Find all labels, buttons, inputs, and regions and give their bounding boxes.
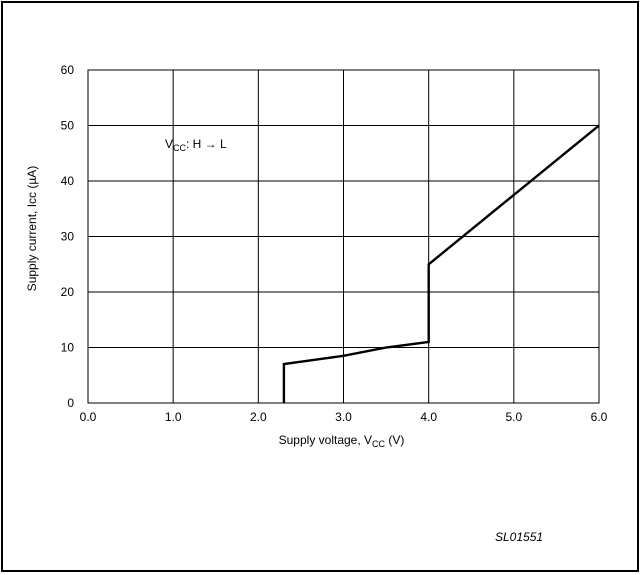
y-axis-label: Supply current, Icc (µA) <box>25 166 39 292</box>
annotation-sub: CC <box>173 143 186 153</box>
x-axis-label-unit: (V) <box>385 433 404 447</box>
y-tick-label: 60 <box>61 63 75 77</box>
x-tick-label: 6.0 <box>591 410 608 424</box>
x-tick-label: 3.0 <box>335 410 352 424</box>
y-tick-label: 50 <box>61 119 75 133</box>
x-tick-label: 1.0 <box>165 410 182 424</box>
x-axis-label-sub: CC <box>372 439 385 449</box>
y-tick-label: 10 <box>61 341 75 355</box>
x-tick-label: 4.0 <box>420 410 437 424</box>
x-tick-label: 5.0 <box>505 410 522 424</box>
x-axis-label-main: Supply voltage, V <box>279 433 372 447</box>
x-axis-label: Supply voltage, VCC (V) <box>279 433 405 449</box>
series-line <box>282 124 600 403</box>
curve-annotation: VCC: H → L <box>165 137 227 153</box>
y-tick-label: 20 <box>61 285 75 299</box>
annotation-rest: : H → L <box>186 137 227 151</box>
y-tick-label: 30 <box>61 230 75 244</box>
y-tick-label: 40 <box>61 174 75 188</box>
figure-code: SL01551 <box>495 530 543 544</box>
annotation-main: V <box>165 137 173 151</box>
y-tick-label: 0 <box>67 396 74 410</box>
plot-area-border <box>87 69 600 404</box>
x-tick-label: 2.0 <box>250 410 267 424</box>
x-tick-label: 0.0 <box>80 410 97 424</box>
